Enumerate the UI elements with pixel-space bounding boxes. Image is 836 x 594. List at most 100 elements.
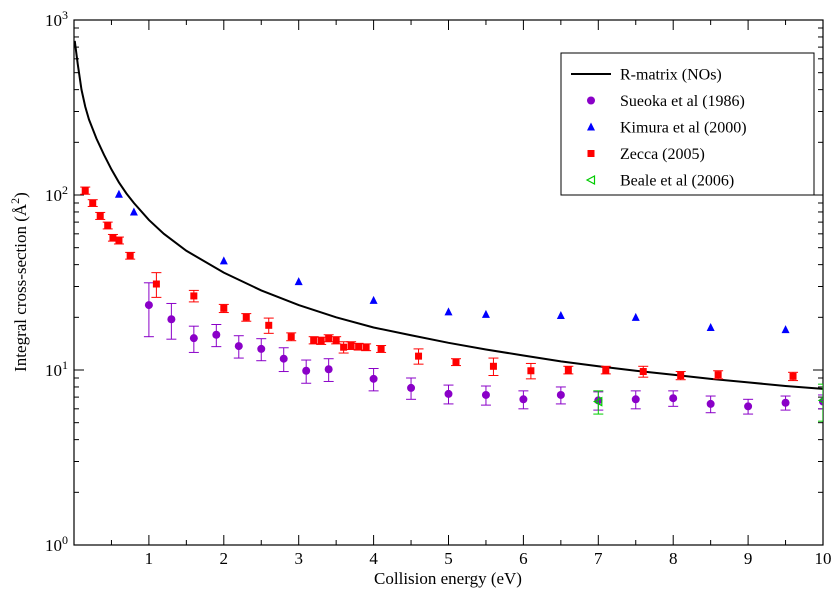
data-point-kimura-et-al-2000 <box>114 189 123 198</box>
legend-box <box>560 52 815 196</box>
x-tick-label: 2 <box>220 549 229 568</box>
data-point-kimura-et-al-2000 <box>631 312 640 321</box>
data-point-zecca-2005 <box>332 336 340 344</box>
data-point-sueoka-et-al-1986 <box>631 395 640 404</box>
data-point-zecca-2005 <box>242 313 250 321</box>
legend: R-matrix (NOs) Sueoka et al (1986) Kimura … <box>560 52 815 196</box>
data-point-sueoka-et-al-1986 <box>444 389 453 398</box>
data-point-zecca-2005 <box>489 362 497 370</box>
plot-layer <box>74 40 823 422</box>
data-point-zecca-2005 <box>347 342 355 350</box>
y-axis-title-main: Integral cross-section ( <box>11 216 30 372</box>
data-point-zecca-2005 <box>362 343 370 351</box>
data-point-beale-et-al-2006 <box>817 397 823 404</box>
data-point-beale-et-al-2006 <box>593 396 603 407</box>
data-point-zecca-2005 <box>527 367 535 375</box>
data-point-zecca-2005 <box>317 337 325 345</box>
data-point-kimura-et-al-2000 <box>369 295 378 304</box>
data-point-zecca-2005 <box>639 368 647 376</box>
y-axis-title-unit: Å <box>11 203 30 216</box>
legend-label-beale-et-al-2006: Beale et al (2006) <box>620 173 734 190</box>
legend-swatch-sueoka-et-al-1986 <box>587 96 595 105</box>
data-point-sueoka-et-al-1986 <box>781 398 790 407</box>
data-point-kimura-et-al-2000 <box>129 207 138 216</box>
legend-swatch-kimura-et-al-2000 <box>587 122 595 131</box>
x-tick-label: 1 <box>145 549 154 568</box>
data-point-zecca-2005 <box>564 366 572 374</box>
data-point-zecca-2005 <box>310 336 318 344</box>
data-point-sueoka-et-al-1986 <box>369 374 378 383</box>
legend-label-kimura-et-al-2000: Kimura et al (2000) <box>620 120 747 137</box>
x-tick-label: 4 <box>369 549 378 568</box>
data-point-sueoka-et-al-1986 <box>744 402 753 411</box>
x-tick-label: 8 <box>669 549 678 568</box>
x-axis-title: Collision energy (eV) <box>374 569 522 588</box>
data-point-kimura-et-al-2000 <box>556 310 565 319</box>
data-point-zecca-2005 <box>220 304 228 312</box>
data-point-zecca-2005 <box>126 252 134 260</box>
series-line-r-matrix-nos <box>74 40 823 390</box>
data-point-zecca-2005 <box>109 234 117 242</box>
x-tick-label: 7 <box>594 549 603 568</box>
data-point-sueoka-et-al-1986 <box>234 342 243 351</box>
data-point-zecca-2005 <box>714 371 722 379</box>
data-point-sueoka-et-al-1986 <box>556 390 565 399</box>
y-axis-title-close: ) <box>11 192 30 198</box>
y-tick-label: 101 <box>45 358 68 380</box>
data-point-sueoka-et-al-1986 <box>144 301 153 310</box>
x-tick-label: 10 <box>815 549 832 568</box>
y-tick-label: 100 <box>45 533 68 555</box>
data-point-sueoka-et-al-1986 <box>279 354 288 363</box>
x-tick-label: 3 <box>294 549 303 568</box>
legend-label-r-matrix-nos: R-matrix (NOs) <box>620 67 722 84</box>
data-point-sueoka-et-al-1986 <box>706 399 715 408</box>
data-point-zecca-2005 <box>265 321 273 329</box>
data-point-sueoka-et-al-1986 <box>407 383 416 392</box>
y-axis-title-exp: 2 <box>8 198 22 204</box>
data-point-zecca-2005 <box>789 372 797 380</box>
data-point-sueoka-et-al-1986 <box>167 315 176 324</box>
data-point-sueoka-et-al-1986 <box>257 344 266 353</box>
data-point-sueoka-et-al-1986 <box>669 394 678 403</box>
data-point-sueoka-et-al-1986 <box>324 365 333 374</box>
data-point-kimura-et-al-2000 <box>219 256 228 265</box>
data-point-sueoka-et-al-1986 <box>212 330 221 339</box>
data-point-zecca-2005 <box>340 343 348 351</box>
x-tick-label: 5 <box>444 549 453 568</box>
data-point-sueoka-et-al-1986 <box>481 390 490 399</box>
legend-swatch-zecca-2005 <box>587 150 595 157</box>
data-point-kimura-et-al-2000 <box>481 309 490 318</box>
data-point-zecca-2005 <box>325 334 333 342</box>
data-point-sueoka-et-al-1986 <box>189 334 198 343</box>
data-point-zecca-2005 <box>115 236 123 244</box>
data-point-zecca-2005 <box>81 187 89 195</box>
data-point-kimura-et-al-2000 <box>294 277 303 286</box>
data-point-zecca-2005 <box>96 212 104 220</box>
data-point-kimura-et-al-2000 <box>444 307 453 316</box>
y-tick-label: 102 <box>45 183 68 205</box>
data-point-zecca-2005 <box>377 345 385 353</box>
data-point-zecca-2005 <box>677 372 685 380</box>
data-point-zecca-2005 <box>355 343 363 351</box>
data-point-zecca-2005 <box>602 366 610 374</box>
x-tick-label: 6 <box>519 549 528 568</box>
data-point-zecca-2005 <box>89 199 97 207</box>
y-tick-label: 103 <box>45 8 68 30</box>
data-point-sueoka-et-al-1986 <box>519 395 528 404</box>
data-point-sueoka-et-al-1986 <box>302 366 311 375</box>
data-point-zecca-2005 <box>190 292 198 300</box>
legend-label-sueoka-et-al-1986: Sueoka et al (1986) <box>620 93 745 110</box>
x-tick-label: 9 <box>744 549 753 568</box>
data-point-zecca-2005 <box>104 221 112 229</box>
data-point-kimura-et-al-2000 <box>781 325 790 334</box>
data-point-zecca-2005 <box>152 280 160 288</box>
legend-label-zecca-2005: Zecca (2005) <box>620 146 705 163</box>
axes-layer: 1 2 3 4 5 6 7 8 9 10 100 101 102 103 <box>45 8 832 568</box>
data-point-zecca-2005 <box>415 352 423 360</box>
data-point-zecca-2005 <box>452 358 460 366</box>
data-point-zecca-2005 <box>287 333 295 341</box>
y-axis-title: Integral cross-section (Å2) <box>8 192 30 372</box>
legend-swatch-beale-et-al-2006 <box>585 175 596 185</box>
data-point-kimura-et-al-2000 <box>706 322 715 331</box>
